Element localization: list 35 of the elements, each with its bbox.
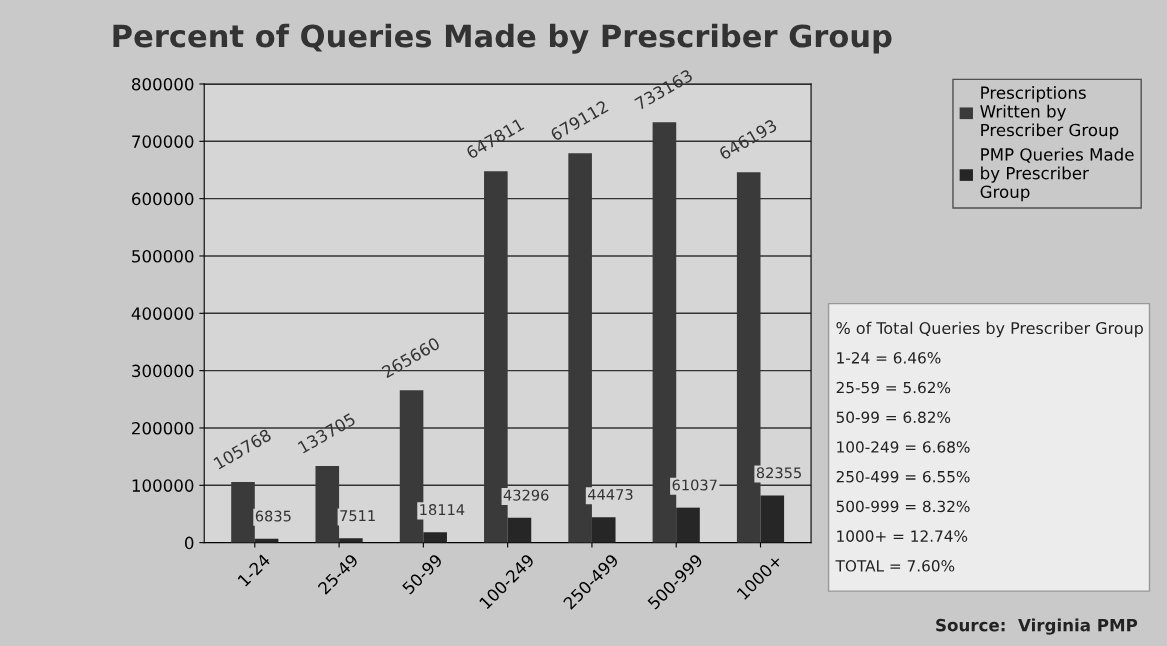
source-note: Source: Virginia PMP — [936, 618, 1138, 635]
text: % of Total Queries by Prescriber Group — [836, 321, 1143, 338]
text: 250-499 = 6.55% — [836, 470, 970, 483]
y-tick-label: 100000 — [132, 479, 194, 492]
y-tick-label: 500000 — [132, 249, 194, 263]
data-label: 6835 — [255, 510, 291, 522]
y-tick-label: 0 — [185, 536, 194, 550]
data-label: 61037 — [672, 479, 717, 491]
bar — [676, 507, 700, 543]
legend-label: PMP Queries Made by Prescriber Group — [980, 147, 1134, 202]
y-tick-label: 200000 — [132, 421, 194, 435]
data-label: 43296 — [503, 489, 549, 501]
text: 50-99 = 6.82% — [836, 411, 951, 424]
data-label: 82355 — [756, 467, 801, 479]
y-tick-label: 600000 — [132, 192, 194, 206]
bar — [591, 517, 616, 543]
data-label: 7511 — [340, 510, 375, 522]
y-tick-label: 300000 — [132, 364, 194, 378]
y-tick-label: 400000 — [131, 307, 194, 320]
text: 1000+ = 12.74% — [837, 530, 968, 542]
bar — [760, 495, 785, 543]
bar — [423, 532, 447, 543]
text: 100-249 = 6.68% — [837, 441, 970, 453]
bar — [507, 517, 532, 543]
bar — [339, 538, 363, 543]
y-tick-label: 700000 — [132, 135, 194, 148]
chart-title: Percent of Queries Made by Prescriber Group — [113, 23, 892, 54]
text: 1-24 = 6.46% — [837, 352, 941, 364]
data-label: 44473 — [587, 488, 633, 500]
text: 500-999 = 8.32% — [836, 500, 970, 513]
data-label: 18114 — [420, 504, 465, 516]
text: TOTAL = 7.60% — [835, 560, 955, 572]
legend-label: Prescriptions Written by Prescriber Group — [980, 86, 1119, 140]
text: 25-59 = 5.62% — [836, 381, 951, 394]
y-tick-label: 800000 — [132, 77, 194, 91]
